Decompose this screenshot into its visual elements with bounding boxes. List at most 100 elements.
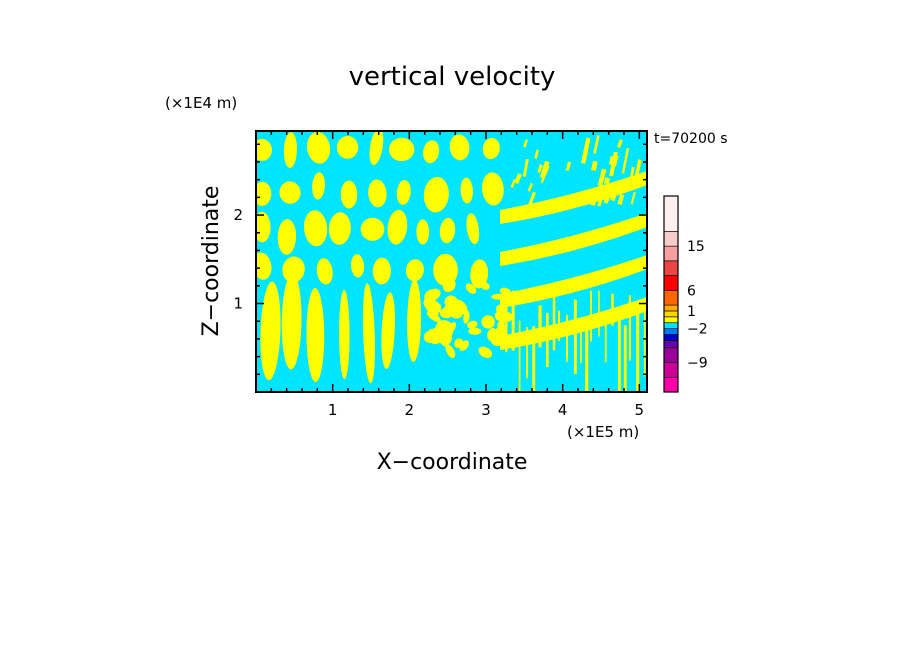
positive-streak bbox=[609, 151, 618, 177]
positive-striation bbox=[505, 291, 508, 353]
axis-ticks bbox=[256, 131, 647, 392]
positive-cell bbox=[449, 134, 470, 161]
positive-column bbox=[339, 289, 350, 380]
positive-streak bbox=[608, 156, 614, 165]
positive-cell bbox=[328, 212, 351, 245]
positive-patch bbox=[439, 332, 450, 347]
positive-band bbox=[500, 297, 647, 350]
positive-column bbox=[407, 279, 422, 363]
colorbar-swatch bbox=[663, 245, 679, 262]
positive-column bbox=[281, 273, 302, 370]
positive-patch bbox=[467, 320, 478, 329]
positive-streak bbox=[539, 160, 550, 179]
positive-striation bbox=[566, 314, 569, 362]
positive-cell bbox=[405, 259, 424, 282]
positive-streak bbox=[603, 177, 611, 185]
positive-cell bbox=[340, 180, 358, 209]
colorbar-swatch bbox=[663, 340, 679, 349]
positive-patch bbox=[481, 315, 495, 329]
positive-cell bbox=[482, 137, 500, 160]
positive-streak bbox=[603, 189, 613, 204]
positive-patch bbox=[446, 322, 457, 335]
colorbar-label: −9 bbox=[687, 356, 708, 372]
positive-streak bbox=[528, 191, 536, 206]
y-tick-label: 1 bbox=[233, 295, 243, 313]
x-tick-label: 1 bbox=[328, 401, 338, 419]
contour-plot-area bbox=[255, 130, 648, 393]
positive-striation bbox=[545, 312, 549, 368]
positive-striation bbox=[558, 310, 561, 342]
positive-cell bbox=[439, 217, 456, 244]
positive-patch bbox=[480, 281, 490, 290]
positive-striation bbox=[617, 318, 621, 392]
positive-column bbox=[362, 283, 375, 384]
colorbar-swatch bbox=[663, 376, 679, 393]
x-tick-labels: 1 2 3 4 5 bbox=[328, 401, 644, 419]
colorbar-label: 15 bbox=[687, 239, 705, 255]
positive-patch bbox=[433, 303, 442, 313]
time-label: t=70200 s bbox=[654, 131, 728, 147]
positive-streak bbox=[617, 139, 623, 149]
positive-patch bbox=[445, 344, 456, 358]
positive-streak bbox=[634, 159, 642, 179]
positive-striation bbox=[636, 313, 640, 392]
positive-streak bbox=[565, 161, 572, 171]
positive-striation bbox=[532, 326, 536, 392]
positive-striation bbox=[573, 299, 577, 374]
positive-striation bbox=[511, 290, 515, 351]
positive-striation bbox=[611, 293, 614, 326]
positive-striation bbox=[518, 320, 521, 392]
x-axis-label: X−coordinate bbox=[377, 450, 528, 475]
positive-column bbox=[381, 292, 396, 369]
positive-striation bbox=[590, 290, 592, 342]
positive-streak bbox=[523, 139, 528, 148]
y-tick-labels: 12 bbox=[233, 206, 243, 312]
positive-column bbox=[260, 281, 281, 381]
positive-cell bbox=[433, 253, 458, 287]
positive-streak bbox=[628, 166, 635, 183]
positive-cell bbox=[279, 181, 301, 204]
positive-cell bbox=[306, 132, 331, 164]
colorbar-swatch bbox=[663, 362, 679, 378]
positive-streak bbox=[590, 193, 598, 206]
x-tick-label: 2 bbox=[405, 401, 415, 419]
positive-streak bbox=[597, 187, 607, 207]
x-tick-label: 4 bbox=[558, 401, 568, 419]
positive-cell bbox=[423, 140, 440, 164]
positive-streak bbox=[611, 183, 621, 200]
positive-striation bbox=[628, 295, 632, 361]
colorbar-swatch bbox=[663, 310, 679, 318]
positive-cell bbox=[336, 135, 359, 159]
positive-band bbox=[500, 213, 647, 266]
colorbar-label: 1 bbox=[687, 304, 696, 320]
x-tick-label: 3 bbox=[481, 401, 491, 419]
chart-title: vertical velocity bbox=[349, 62, 556, 92]
colorbar-label: 6 bbox=[687, 283, 696, 299]
positive-cell bbox=[369, 131, 384, 165]
positive-column bbox=[306, 287, 325, 383]
positive-cell bbox=[256, 181, 272, 206]
positive-cell bbox=[470, 259, 489, 289]
colorbar-swatch bbox=[663, 275, 679, 291]
positive-patch bbox=[426, 311, 441, 323]
positive-patch bbox=[468, 327, 482, 335]
positive-cell bbox=[387, 209, 408, 245]
positive-streak bbox=[581, 137, 591, 164]
colorbar-frame bbox=[663, 195, 679, 393]
positive-cell bbox=[423, 176, 449, 213]
positive-patch bbox=[459, 340, 469, 351]
positive-striation bbox=[538, 305, 542, 348]
colorbar-swatch bbox=[663, 260, 679, 276]
positive-striation bbox=[598, 290, 600, 337]
positive-streak bbox=[630, 191, 636, 205]
positive-streak bbox=[514, 173, 522, 184]
positive-streak bbox=[597, 168, 607, 187]
plot-frame bbox=[255, 130, 648, 393]
colorbar bbox=[663, 195, 679, 393]
positive-cell bbox=[351, 254, 365, 278]
positive-striation bbox=[643, 299, 646, 377]
colorbar-labels: 15 6 1 −2 −9 bbox=[687, 239, 708, 371]
positive-cell bbox=[460, 177, 473, 204]
positive-cell bbox=[256, 211, 271, 243]
y-scale-label: (×1E4 m) bbox=[165, 94, 237, 112]
